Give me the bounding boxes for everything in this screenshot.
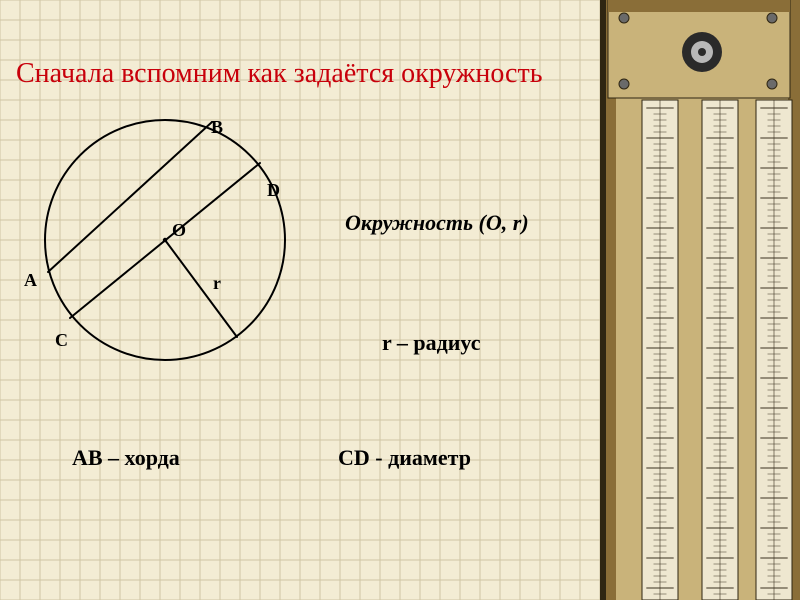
- circle-diagram: [0, 0, 800, 600]
- point-label-B: B: [211, 117, 223, 138]
- point-label-A: A: [24, 270, 37, 291]
- point-label-C: C: [55, 330, 68, 351]
- point-label-D: D: [267, 180, 280, 201]
- text-radius-definition: r – радиус: [382, 330, 481, 356]
- stage: Сначала вспомним как задаётся окружность…: [0, 0, 800, 600]
- text-diameter-definition: CD - диаметр: [338, 445, 471, 471]
- text-circle-notation: Окружность (O, r): [345, 210, 529, 236]
- text-chord-definition: AB – хорда: [72, 445, 180, 471]
- point-label-r: r: [213, 273, 221, 294]
- point-label-O: O: [172, 220, 186, 241]
